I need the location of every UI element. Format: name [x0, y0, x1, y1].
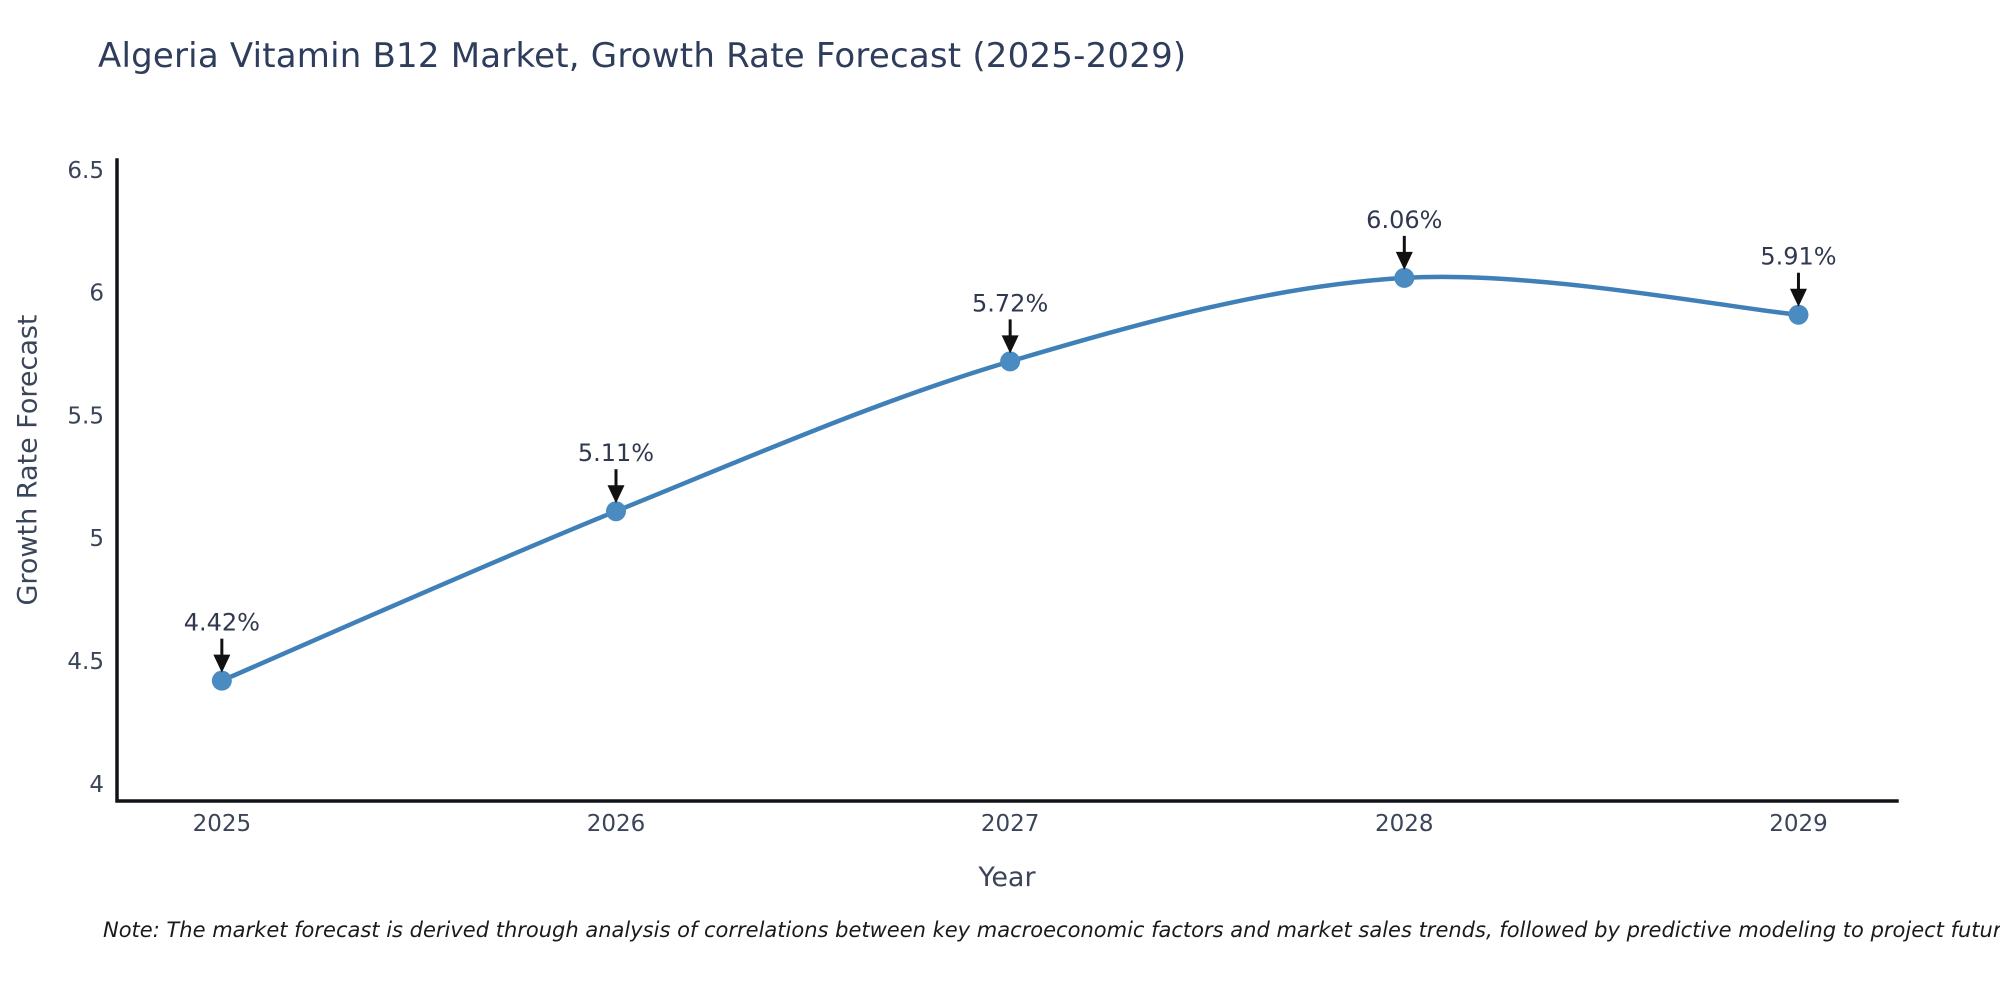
- y-tick-label: 4.5: [67, 649, 104, 675]
- data-point-label: 4.42%: [184, 609, 260, 637]
- x-tick-label: 2029: [1769, 811, 1828, 837]
- annotation-arrow-head: [1001, 335, 1019, 354]
- axis-spines: [115, 158, 1899, 803]
- data-point-marker: [605, 501, 626, 522]
- annotation-arrow-head: [1789, 288, 1807, 307]
- x-tick-label: 2027: [981, 811, 1040, 837]
- annotation-arrow-head: [607, 485, 625, 504]
- annotation-arrow-head: [213, 654, 231, 673]
- chart-title: Algeria Vitamin B12 Market, Growth Rate …: [98, 36, 1187, 76]
- y-tick-label: 5.5: [67, 403, 104, 429]
- x-tick-label: 2026: [587, 811, 646, 837]
- x-tick-label: 2028: [1375, 811, 1434, 837]
- annotation-arrow-head: [1395, 251, 1413, 270]
- y-axis-title: Growth Rate Forecast: [12, 314, 44, 606]
- data-point-marker: [211, 670, 232, 691]
- y-tick-label: 6.5: [67, 158, 104, 184]
- data-point-label: 5.11%: [578, 439, 654, 467]
- data-point-marker: [1788, 304, 1809, 325]
- data-point-label: 5.91%: [1760, 243, 1836, 271]
- data-point-label: 5.72%: [972, 289, 1048, 317]
- data-point-marker: [1394, 267, 1415, 288]
- y-tick-label: 4: [89, 772, 104, 798]
- y-tick-label: 5: [89, 526, 104, 552]
- x-axis-title: Year: [978, 862, 1036, 893]
- y-tick-label: 6: [89, 281, 104, 307]
- footnote: Note: The market forecast is derived thr…: [103, 918, 2000, 942]
- x-tick-label: 2025: [193, 811, 252, 837]
- data-point-label: 6.06%: [1366, 206, 1442, 234]
- data-point-marker: [1000, 351, 1021, 372]
